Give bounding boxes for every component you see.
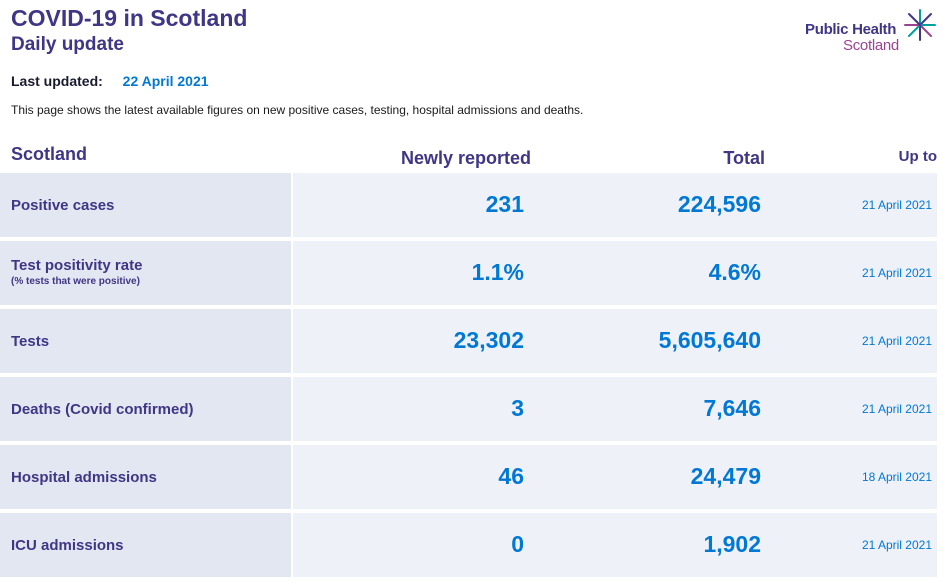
newly-reported-value: 1.1%	[471, 259, 524, 285]
label-cell	[0, 513, 291, 577]
newly-reported-value: 231	[485, 191, 524, 217]
row-label: Hospital admissions	[11, 469, 157, 486]
table-row: ICU admissions 0 1,902 21 April 2021	[0, 513, 947, 577]
up-to-date: 18 April 2021	[861, 470, 932, 484]
up-to-date: 21 April 2021	[861, 266, 932, 280]
page-subtitle: Daily update	[11, 34, 124, 55]
up-to-date: 21 April 2021	[861, 198, 932, 212]
values-cell	[293, 241, 937, 305]
total-value: 7,646	[703, 395, 761, 421]
row-label: Deaths (Covid confirmed)	[11, 401, 194, 418]
label-cell	[0, 445, 291, 509]
total-value: 1,902	[703, 531, 761, 557]
column-header-up-to: Up to	[898, 148, 937, 165]
label-cell	[0, 241, 291, 305]
logo-text-scotland: Scotland	[843, 37, 899, 54]
label-cell	[0, 309, 291, 373]
newly-reported-value: 23,302	[453, 327, 524, 353]
column-header-area: Scotland	[11, 144, 88, 164]
starburst-icon	[904, 9, 936, 41]
table-row: Tests 23,302 5,605,640 21 April 2021	[0, 309, 947, 373]
column-header-newly-reported: Newly reported	[400, 148, 531, 168]
newly-reported-value: 0	[511, 531, 524, 557]
newly-reported-value: 46	[498, 463, 524, 489]
column-header-total: Total	[723, 148, 765, 168]
total-value: 5,605,640	[658, 327, 761, 353]
row-label: Test positivity rate	[11, 257, 143, 274]
up-to-date: 21 April 2021	[861, 334, 932, 348]
row-label: Tests	[11, 333, 50, 350]
values-cell	[293, 309, 937, 373]
table-header: Scotland Newly reported Total Up to	[0, 143, 947, 171]
up-to-date: 21 April 2021	[861, 402, 932, 416]
values-cell	[293, 377, 937, 441]
table-row: Hospital admissions 46 24,479 18 April 2…	[0, 445, 947, 509]
logo-text-public-health: Public Health	[805, 21, 897, 38]
row-label: Positive cases	[11, 197, 115, 214]
table-row: Positive cases 231 224,596 21 April 2021	[0, 173, 947, 237]
total-value: 4.6%	[708, 259, 761, 285]
up-to-date: 21 April 2021	[861, 538, 932, 552]
page-title: COVID-19 in Scotland	[11, 5, 248, 31]
values-cell	[293, 445, 937, 509]
public-health-scotland-logo[interactable]: Public Health Scotland	[803, 8, 938, 58]
total-value: 224,596	[677, 191, 761, 217]
total-value: 24,479	[690, 463, 761, 489]
last-updated: Last updated: 22 April 2021	[11, 72, 209, 90]
row-sublabel: (% tests that were positive)	[11, 276, 140, 287]
newly-reported-value: 3	[511, 395, 524, 421]
table-row: Test positivity rate (% tests that were …	[0, 241, 947, 305]
table-row: Deaths (Covid confirmed) 3 7,646 21 Apri…	[0, 377, 947, 441]
row-label: ICU admissions	[11, 537, 124, 554]
label-cell	[0, 377, 291, 441]
last-updated-label: Last updated:	[11, 73, 103, 89]
label-cell	[0, 173, 291, 237]
last-updated-date: 22 April 2021	[122, 73, 209, 89]
statistics-table: Positive cases 231 224,596 21 April 2021…	[0, 173, 947, 581]
intro-text: This page shows the latest available fig…	[11, 103, 584, 117]
values-cell	[293, 173, 937, 237]
values-cell	[293, 513, 937, 577]
